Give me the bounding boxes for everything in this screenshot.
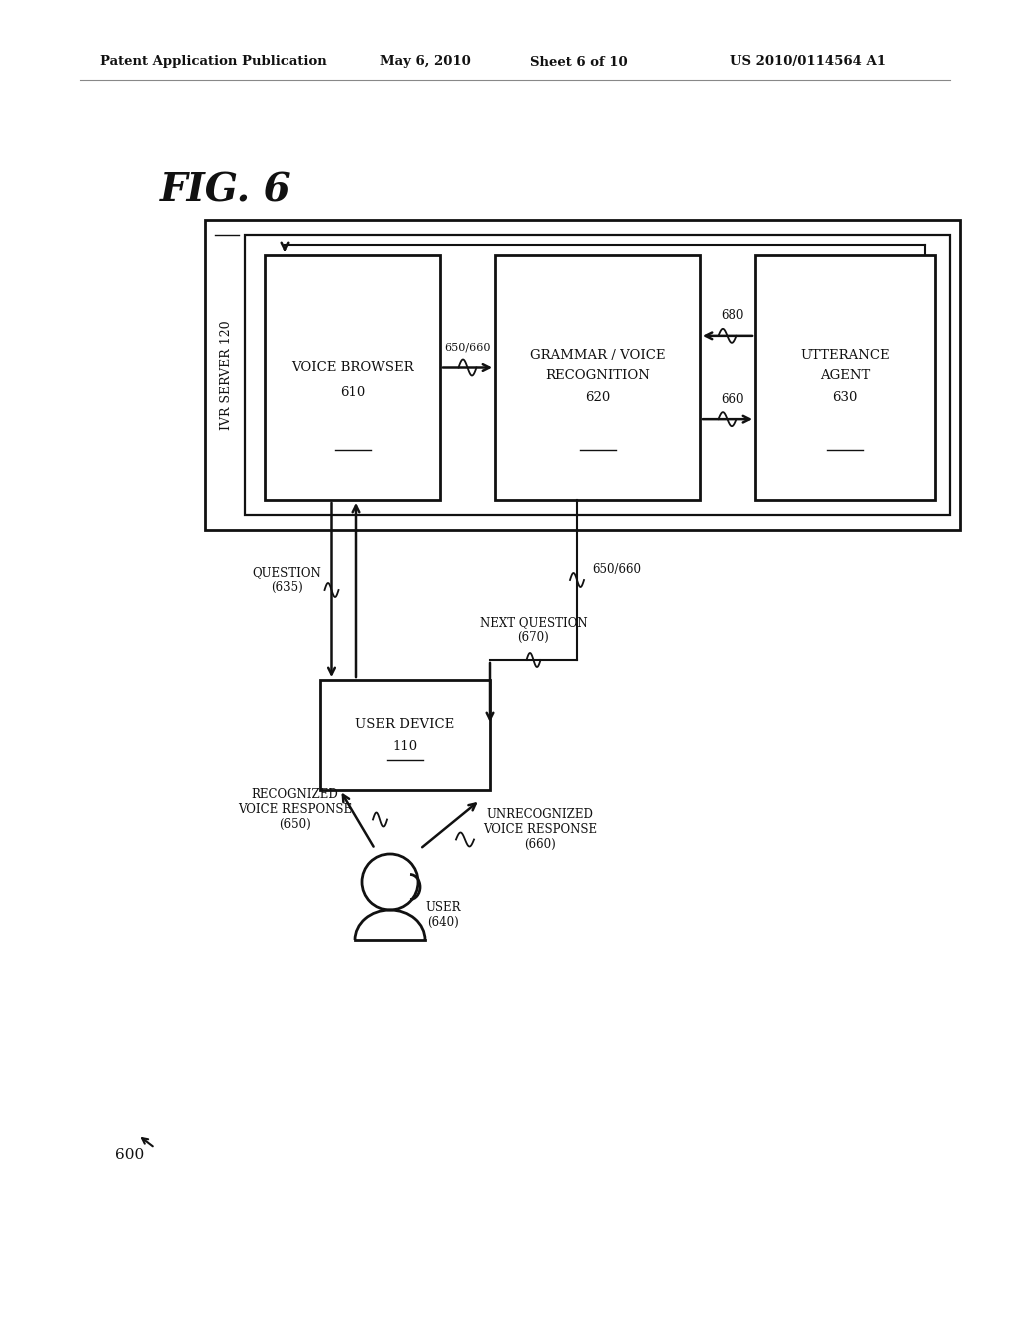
Bar xyxy=(319,680,490,789)
Text: UNRECOGNIZED
VOICE RESPONSE
(660): UNRECOGNIZED VOICE RESPONSE (660) xyxy=(483,808,597,851)
Text: IVR SERVER 120: IVR SERVER 120 xyxy=(220,321,233,430)
Text: 680: 680 xyxy=(721,309,743,322)
Text: 650/660: 650/660 xyxy=(592,564,641,577)
Text: RECOGNIZED
VOICE RESPONSE
(650): RECOGNIZED VOICE RESPONSE (650) xyxy=(238,788,352,832)
Text: May 6, 2010: May 6, 2010 xyxy=(380,55,471,69)
Text: NEXT QUESTION
(670): NEXT QUESTION (670) xyxy=(479,616,588,644)
Text: QUESTION
(635): QUESTION (635) xyxy=(252,566,321,594)
Text: 600: 600 xyxy=(115,1148,144,1162)
Text: GRAMMAR / VOICE: GRAMMAR / VOICE xyxy=(529,348,666,362)
Bar xyxy=(205,220,961,531)
Text: Patent Application Publication: Patent Application Publication xyxy=(100,55,327,69)
Text: 610: 610 xyxy=(340,385,366,399)
Text: 630: 630 xyxy=(833,391,858,404)
Bar xyxy=(265,255,440,500)
Text: 660: 660 xyxy=(721,392,743,405)
Text: AGENT: AGENT xyxy=(820,370,870,381)
Text: US 2010/0114564 A1: US 2010/0114564 A1 xyxy=(730,55,886,69)
Text: USER
(640): USER (640) xyxy=(425,902,461,929)
Text: FIG. 6: FIG. 6 xyxy=(160,172,292,209)
Bar xyxy=(755,255,935,500)
Text: VOICE BROWSER: VOICE BROWSER xyxy=(291,360,414,374)
Text: Sheet 6 of 10: Sheet 6 of 10 xyxy=(530,55,628,69)
Text: USER DEVICE: USER DEVICE xyxy=(355,718,455,731)
Bar xyxy=(245,235,950,515)
Text: UTTERANCE: UTTERANCE xyxy=(800,348,890,362)
Bar xyxy=(495,255,700,500)
Text: RECOGNITION: RECOGNITION xyxy=(545,370,650,381)
Text: 110: 110 xyxy=(392,741,418,754)
Text: 620: 620 xyxy=(585,391,610,404)
Text: 650/660: 650/660 xyxy=(444,342,490,352)
